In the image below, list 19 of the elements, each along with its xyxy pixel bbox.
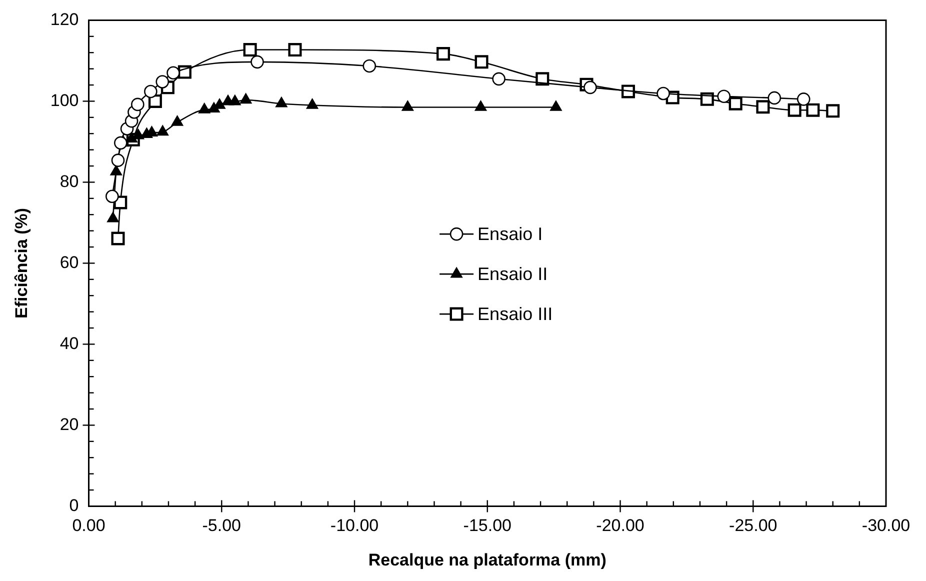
x-tick-label: -5.00: [202, 516, 242, 536]
y-tick-label: 20: [60, 414, 79, 434]
y-axis-title: Eficiência (%): [12, 208, 31, 318]
y-tick-label: 100: [50, 90, 79, 110]
legend-label: Ensaio III: [478, 304, 553, 324]
y-tick-label: 60: [60, 252, 79, 272]
y-tick-label: 40: [60, 334, 79, 353]
x-axis-title: Recalque na plataforma (mm): [368, 550, 606, 570]
x-tick-label: -20.00: [596, 516, 644, 536]
y-tick-label: 0: [69, 496, 79, 515]
y-tick-label: 80: [60, 172, 79, 191]
x-tick-label: -25.00: [729, 516, 778, 536]
x-tick-label: -30.00: [862, 516, 910, 536]
legend-label: Ensaio I: [478, 224, 543, 244]
x-tick-label: -10.00: [330, 516, 379, 536]
x-tick-label: -15.00: [463, 516, 512, 536]
y-tick-label: 120: [50, 10, 79, 29]
x-tick-label: 0.00: [72, 516, 106, 536]
legend-label: Ensaio II: [478, 264, 548, 284]
